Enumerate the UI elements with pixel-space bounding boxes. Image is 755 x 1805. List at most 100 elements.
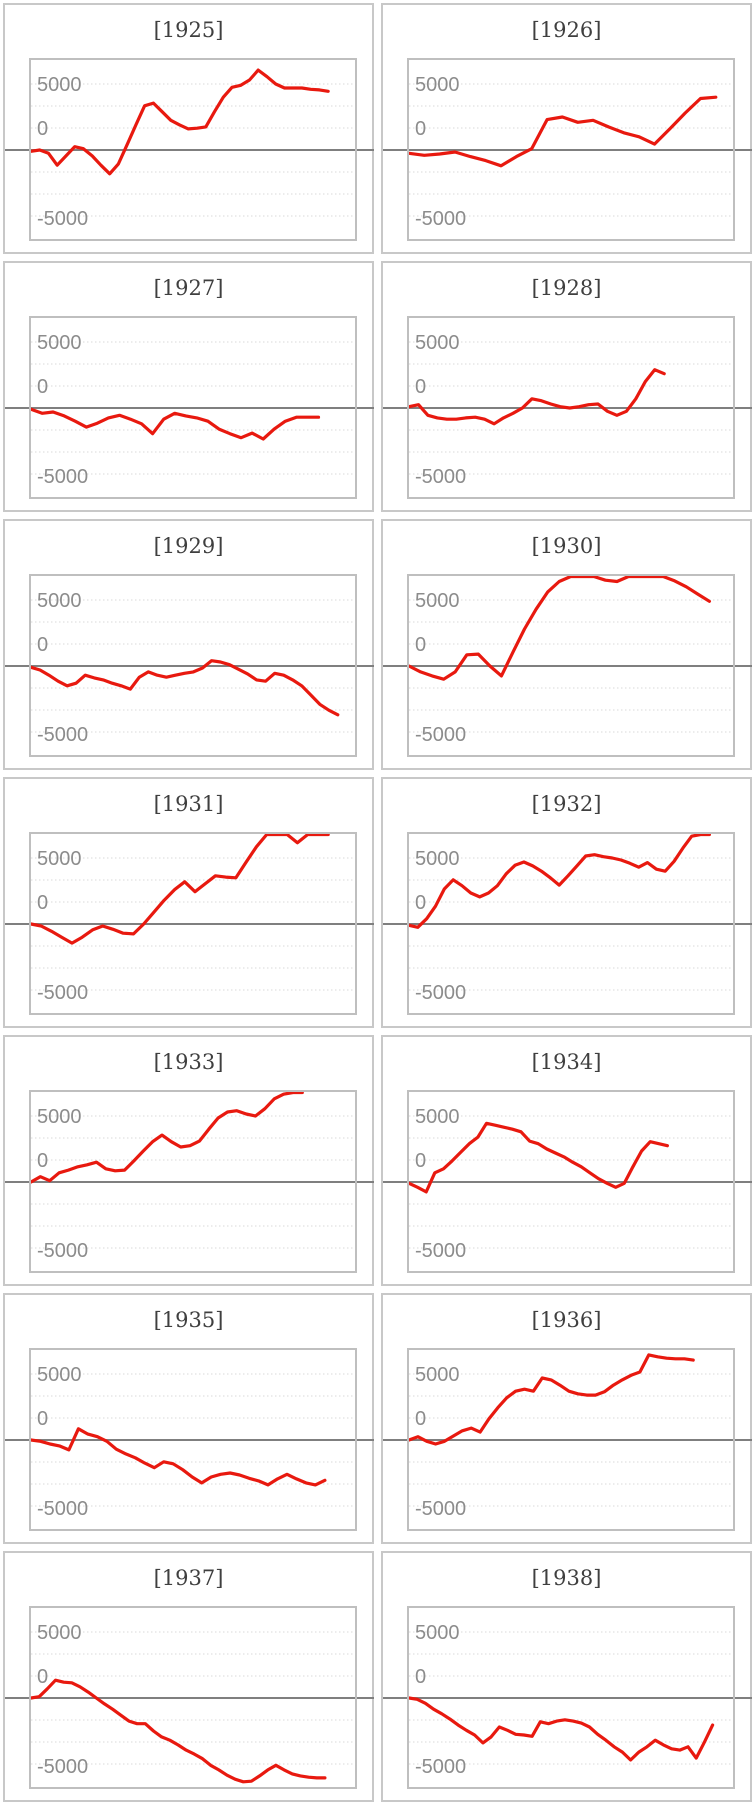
chart-title: [1929] bbox=[154, 534, 224, 558]
y-axis-label--5000: -5000 bbox=[37, 466, 88, 488]
data-line bbox=[29, 1090, 304, 1184]
y-axis-label-0: 0 bbox=[415, 376, 426, 398]
chart-cell-1936: [1936] 5000 0 -5000 bbox=[381, 1293, 752, 1544]
y-axis-label--5000: -5000 bbox=[415, 1240, 466, 1262]
data-line bbox=[407, 368, 666, 426]
chart-title: [1925] bbox=[154, 18, 224, 42]
plot-area-border bbox=[407, 832, 735, 1015]
data-line bbox=[407, 95, 718, 168]
y-axis-label-0: 0 bbox=[415, 1150, 426, 1172]
chart-cell-1935: [1935] 5000 0 -5000 bbox=[3, 1293, 374, 1544]
data-line bbox=[407, 574, 711, 681]
plot-area-border bbox=[29, 574, 357, 757]
y-axis-label--5000: -5000 bbox=[37, 982, 88, 1004]
plot-area-border bbox=[29, 1090, 357, 1273]
y-axis-label-0: 0 bbox=[415, 1408, 426, 1430]
plot-area-border bbox=[407, 316, 735, 499]
plot-area-border bbox=[29, 832, 357, 1015]
chart-title: [1937] bbox=[154, 1566, 224, 1590]
chart-title: [1931] bbox=[154, 792, 224, 816]
y-axis-label-0: 0 bbox=[37, 1150, 48, 1172]
chart-cell-1933: [1933] 5000 0 -5000 bbox=[3, 1035, 374, 1286]
y-axis-label-5000: 5000 bbox=[415, 332, 460, 354]
line-chart-1929: [1929] 5000 0 -5000 bbox=[3, 519, 374, 770]
line-chart-1932: [1932] 5000 0 -5000 bbox=[381, 777, 752, 1028]
y-axis-label-0: 0 bbox=[37, 376, 48, 398]
data-line bbox=[407, 832, 711, 929]
line-chart-1931: [1931] 5000 0 -5000 bbox=[3, 777, 374, 1028]
chart-title: [1933] bbox=[154, 1050, 224, 1074]
y-axis-label-0: 0 bbox=[37, 118, 48, 140]
line-chart-1938: [1938] 5000 0 -5000 bbox=[381, 1551, 752, 1802]
y-axis-label-5000: 5000 bbox=[37, 1364, 82, 1386]
line-chart-1927: [1927] 5000 0 -5000 bbox=[3, 261, 374, 512]
chart-title: [1932] bbox=[532, 792, 602, 816]
line-chart-1934: [1934] 5000 0 -5000 bbox=[381, 1035, 752, 1286]
chart-title: [1935] bbox=[154, 1308, 224, 1332]
y-axis-label-0: 0 bbox=[415, 1666, 426, 1688]
plot-area-border bbox=[407, 1348, 735, 1531]
data-line bbox=[29, 1678, 327, 1784]
plot-area-border bbox=[29, 58, 357, 241]
y-axis-label-5000: 5000 bbox=[415, 590, 460, 612]
line-chart-1936: [1936] 5000 0 -5000 bbox=[381, 1293, 752, 1544]
plot-area-border bbox=[407, 1606, 735, 1789]
y-axis-label-5000: 5000 bbox=[415, 848, 460, 870]
chart-cell-1929: [1929] 5000 0 -5000 bbox=[3, 519, 374, 770]
y-axis-label--5000: -5000 bbox=[37, 1498, 88, 1520]
y-axis-label--5000: -5000 bbox=[37, 1756, 88, 1778]
y-axis-label-0: 0 bbox=[37, 634, 48, 656]
data-line bbox=[29, 659, 340, 717]
y-axis-label--5000: -5000 bbox=[415, 1498, 466, 1520]
y-axis-label-0: 0 bbox=[37, 1408, 48, 1430]
chart-title: [1926] bbox=[532, 18, 602, 42]
y-axis-label--5000: -5000 bbox=[415, 724, 466, 746]
chart-title: [1930] bbox=[532, 534, 602, 558]
plot-area-border bbox=[29, 316, 357, 499]
chart-title: [1938] bbox=[532, 1566, 602, 1590]
y-axis-label--5000: -5000 bbox=[37, 724, 88, 746]
y-axis-label-0: 0 bbox=[415, 118, 426, 140]
line-chart-1933: [1933] 5000 0 -5000 bbox=[3, 1035, 374, 1286]
y-axis-label-5000: 5000 bbox=[415, 74, 460, 96]
y-axis-label--5000: -5000 bbox=[415, 466, 466, 488]
data-line bbox=[407, 1121, 669, 1194]
plot-area-border bbox=[407, 1090, 735, 1273]
chart-cell-1926: [1926] 5000 0 -5000 bbox=[381, 3, 752, 254]
chart-title: [1928] bbox=[532, 276, 602, 300]
data-line bbox=[29, 68, 330, 176]
chart-cell-1925: [1925] 5000 0 -5000 bbox=[3, 3, 374, 254]
data-line bbox=[29, 832, 330, 945]
y-axis-label-0: 0 bbox=[37, 892, 48, 914]
chart-cell-1932: [1932] 5000 0 -5000 bbox=[381, 777, 752, 1028]
y-axis-label-5000: 5000 bbox=[37, 590, 82, 612]
line-chart-1925: [1925] 5000 0 -5000 bbox=[3, 3, 374, 254]
chart-title: [1936] bbox=[532, 1308, 602, 1332]
chart-title: [1927] bbox=[154, 276, 224, 300]
plot-area-border bbox=[407, 58, 735, 241]
y-axis-label-5000: 5000 bbox=[37, 1106, 82, 1128]
y-axis-label-0: 0 bbox=[415, 634, 426, 656]
y-axis-label-5000: 5000 bbox=[415, 1106, 460, 1128]
plot-area-border bbox=[29, 1348, 357, 1531]
chart-cell-1938: [1938] 5000 0 -5000 bbox=[381, 1551, 752, 1802]
data-line bbox=[29, 407, 321, 441]
y-axis-label-5000: 5000 bbox=[37, 332, 82, 354]
y-axis-label-5000: 5000 bbox=[37, 74, 82, 96]
y-axis-label-5000: 5000 bbox=[37, 1622, 82, 1644]
y-axis-label-5000: 5000 bbox=[415, 1622, 460, 1644]
line-chart-1937: [1937] 5000 0 -5000 bbox=[3, 1551, 374, 1802]
line-chart-1935: [1935] 5000 0 -5000 bbox=[3, 1293, 374, 1544]
chart-cell-1928: [1928] 5000 0 -5000 bbox=[381, 261, 752, 512]
y-axis-label-5000: 5000 bbox=[37, 848, 82, 870]
chart-cell-1934: [1934] 5000 0 -5000 bbox=[381, 1035, 752, 1286]
y-axis-label-0: 0 bbox=[37, 1666, 48, 1688]
chart-cell-1930: [1930] 5000 0 -5000 bbox=[381, 519, 752, 770]
chart-cell-1931: [1931] 5000 0 -5000 bbox=[3, 777, 374, 1028]
data-line bbox=[407, 1353, 695, 1446]
data-line bbox=[407, 1696, 715, 1762]
plot-area-border bbox=[407, 574, 735, 757]
chart-cell-1927: [1927] 5000 0 -5000 bbox=[3, 261, 374, 512]
y-axis-label-0: 0 bbox=[415, 892, 426, 914]
